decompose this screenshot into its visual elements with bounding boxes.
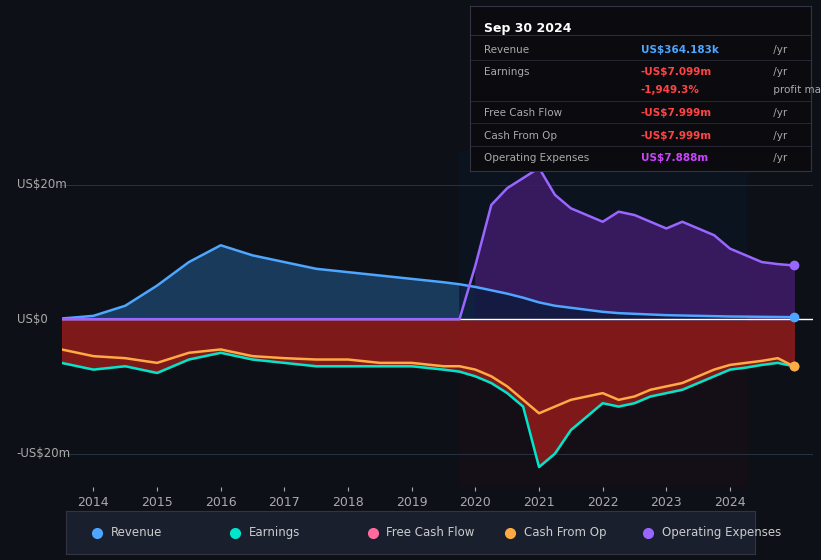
Text: US$7.888m: US$7.888m: [641, 152, 708, 162]
Bar: [460, 151, 746, 319]
Text: /yr: /yr: [770, 152, 787, 162]
Text: US$0: US$0: [16, 312, 48, 326]
Text: Revenue: Revenue: [484, 45, 530, 55]
Text: US$20m: US$20m: [16, 178, 67, 192]
Text: Sep 30 2024: Sep 30 2024: [484, 22, 571, 35]
Text: -US$7.999m: -US$7.999m: [641, 108, 712, 118]
Text: /yr: /yr: [770, 45, 787, 55]
Text: /yr: /yr: [770, 131, 787, 141]
Text: Earnings: Earnings: [484, 67, 530, 77]
Text: -US$7.999m: -US$7.999m: [641, 131, 712, 141]
Text: /yr: /yr: [770, 67, 787, 77]
Text: Operating Expenses: Operating Expenses: [484, 152, 589, 162]
Text: Free Cash Flow: Free Cash Flow: [484, 108, 562, 118]
Text: Cash From Op: Cash From Op: [484, 131, 557, 141]
Text: Free Cash Flow: Free Cash Flow: [387, 526, 475, 539]
Text: -US$20m: -US$20m: [16, 447, 71, 460]
Text: US$364.183k: US$364.183k: [641, 45, 718, 55]
Text: profit margin: profit margin: [770, 85, 821, 95]
Text: -US$7.099m: -US$7.099m: [641, 67, 712, 77]
Text: Cash From Op: Cash From Op: [525, 526, 607, 539]
Text: Earnings: Earnings: [249, 526, 300, 539]
Text: Operating Expenses: Operating Expenses: [663, 526, 782, 539]
Bar: [460, 319, 746, 487]
Text: /yr: /yr: [770, 108, 787, 118]
Text: -1,949.3%: -1,949.3%: [641, 85, 699, 95]
Text: Revenue: Revenue: [111, 526, 162, 539]
